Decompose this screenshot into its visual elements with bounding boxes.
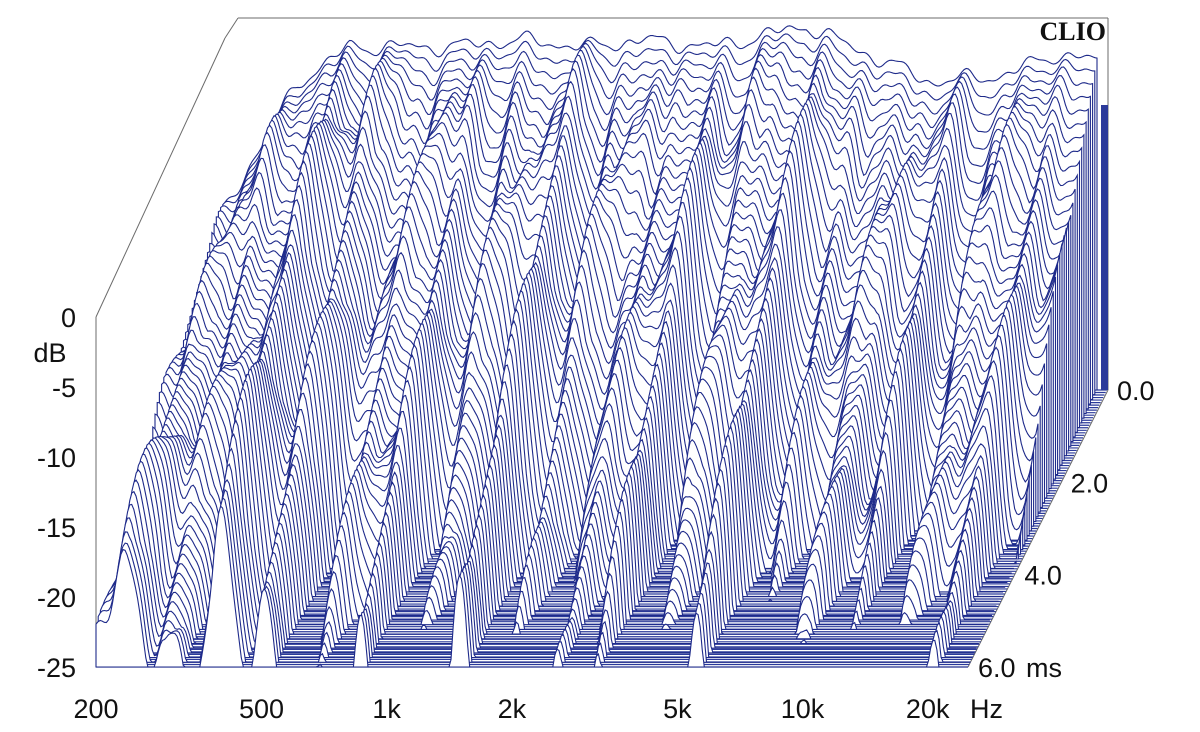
- time-tick-label: 2.0: [1071, 468, 1109, 498]
- back-left-edge: [225, 18, 238, 38]
- time-tick-label: 0.0: [1117, 376, 1155, 406]
- level-unit-label: dB: [33, 338, 66, 368]
- level-tick-label: -20: [37, 583, 76, 613]
- frequency-tick-label: 10k: [781, 694, 825, 724]
- level-tick-label: -25: [37, 653, 76, 683]
- frequency-tick-label: 1k: [372, 694, 401, 724]
- frequency-tick-label: 200: [73, 694, 118, 724]
- level-tick-label: -5: [52, 373, 76, 403]
- time-unit-label: ms: [1026, 653, 1062, 683]
- brand-label: CLIO: [1040, 17, 1106, 46]
- frequency-tick-label: 5k: [663, 694, 692, 724]
- level-tick-label: -10: [37, 443, 76, 473]
- waterfall-slices: [96, 26, 1097, 667]
- level-tick-label: 0: [61, 303, 76, 333]
- frequency-tick-label: 20k: [906, 694, 950, 724]
- frequency-unit-label: Hz: [970, 694, 1003, 724]
- level-tick-label: -15: [37, 513, 76, 543]
- frequency-tick-label: 2k: [498, 694, 527, 724]
- level-marker-bar: [1101, 105, 1108, 390]
- time-tick-label: 4.0: [1024, 561, 1062, 591]
- time-tick-label: 6.0: [978, 653, 1016, 683]
- frequency-tick-label: 500: [239, 694, 284, 724]
